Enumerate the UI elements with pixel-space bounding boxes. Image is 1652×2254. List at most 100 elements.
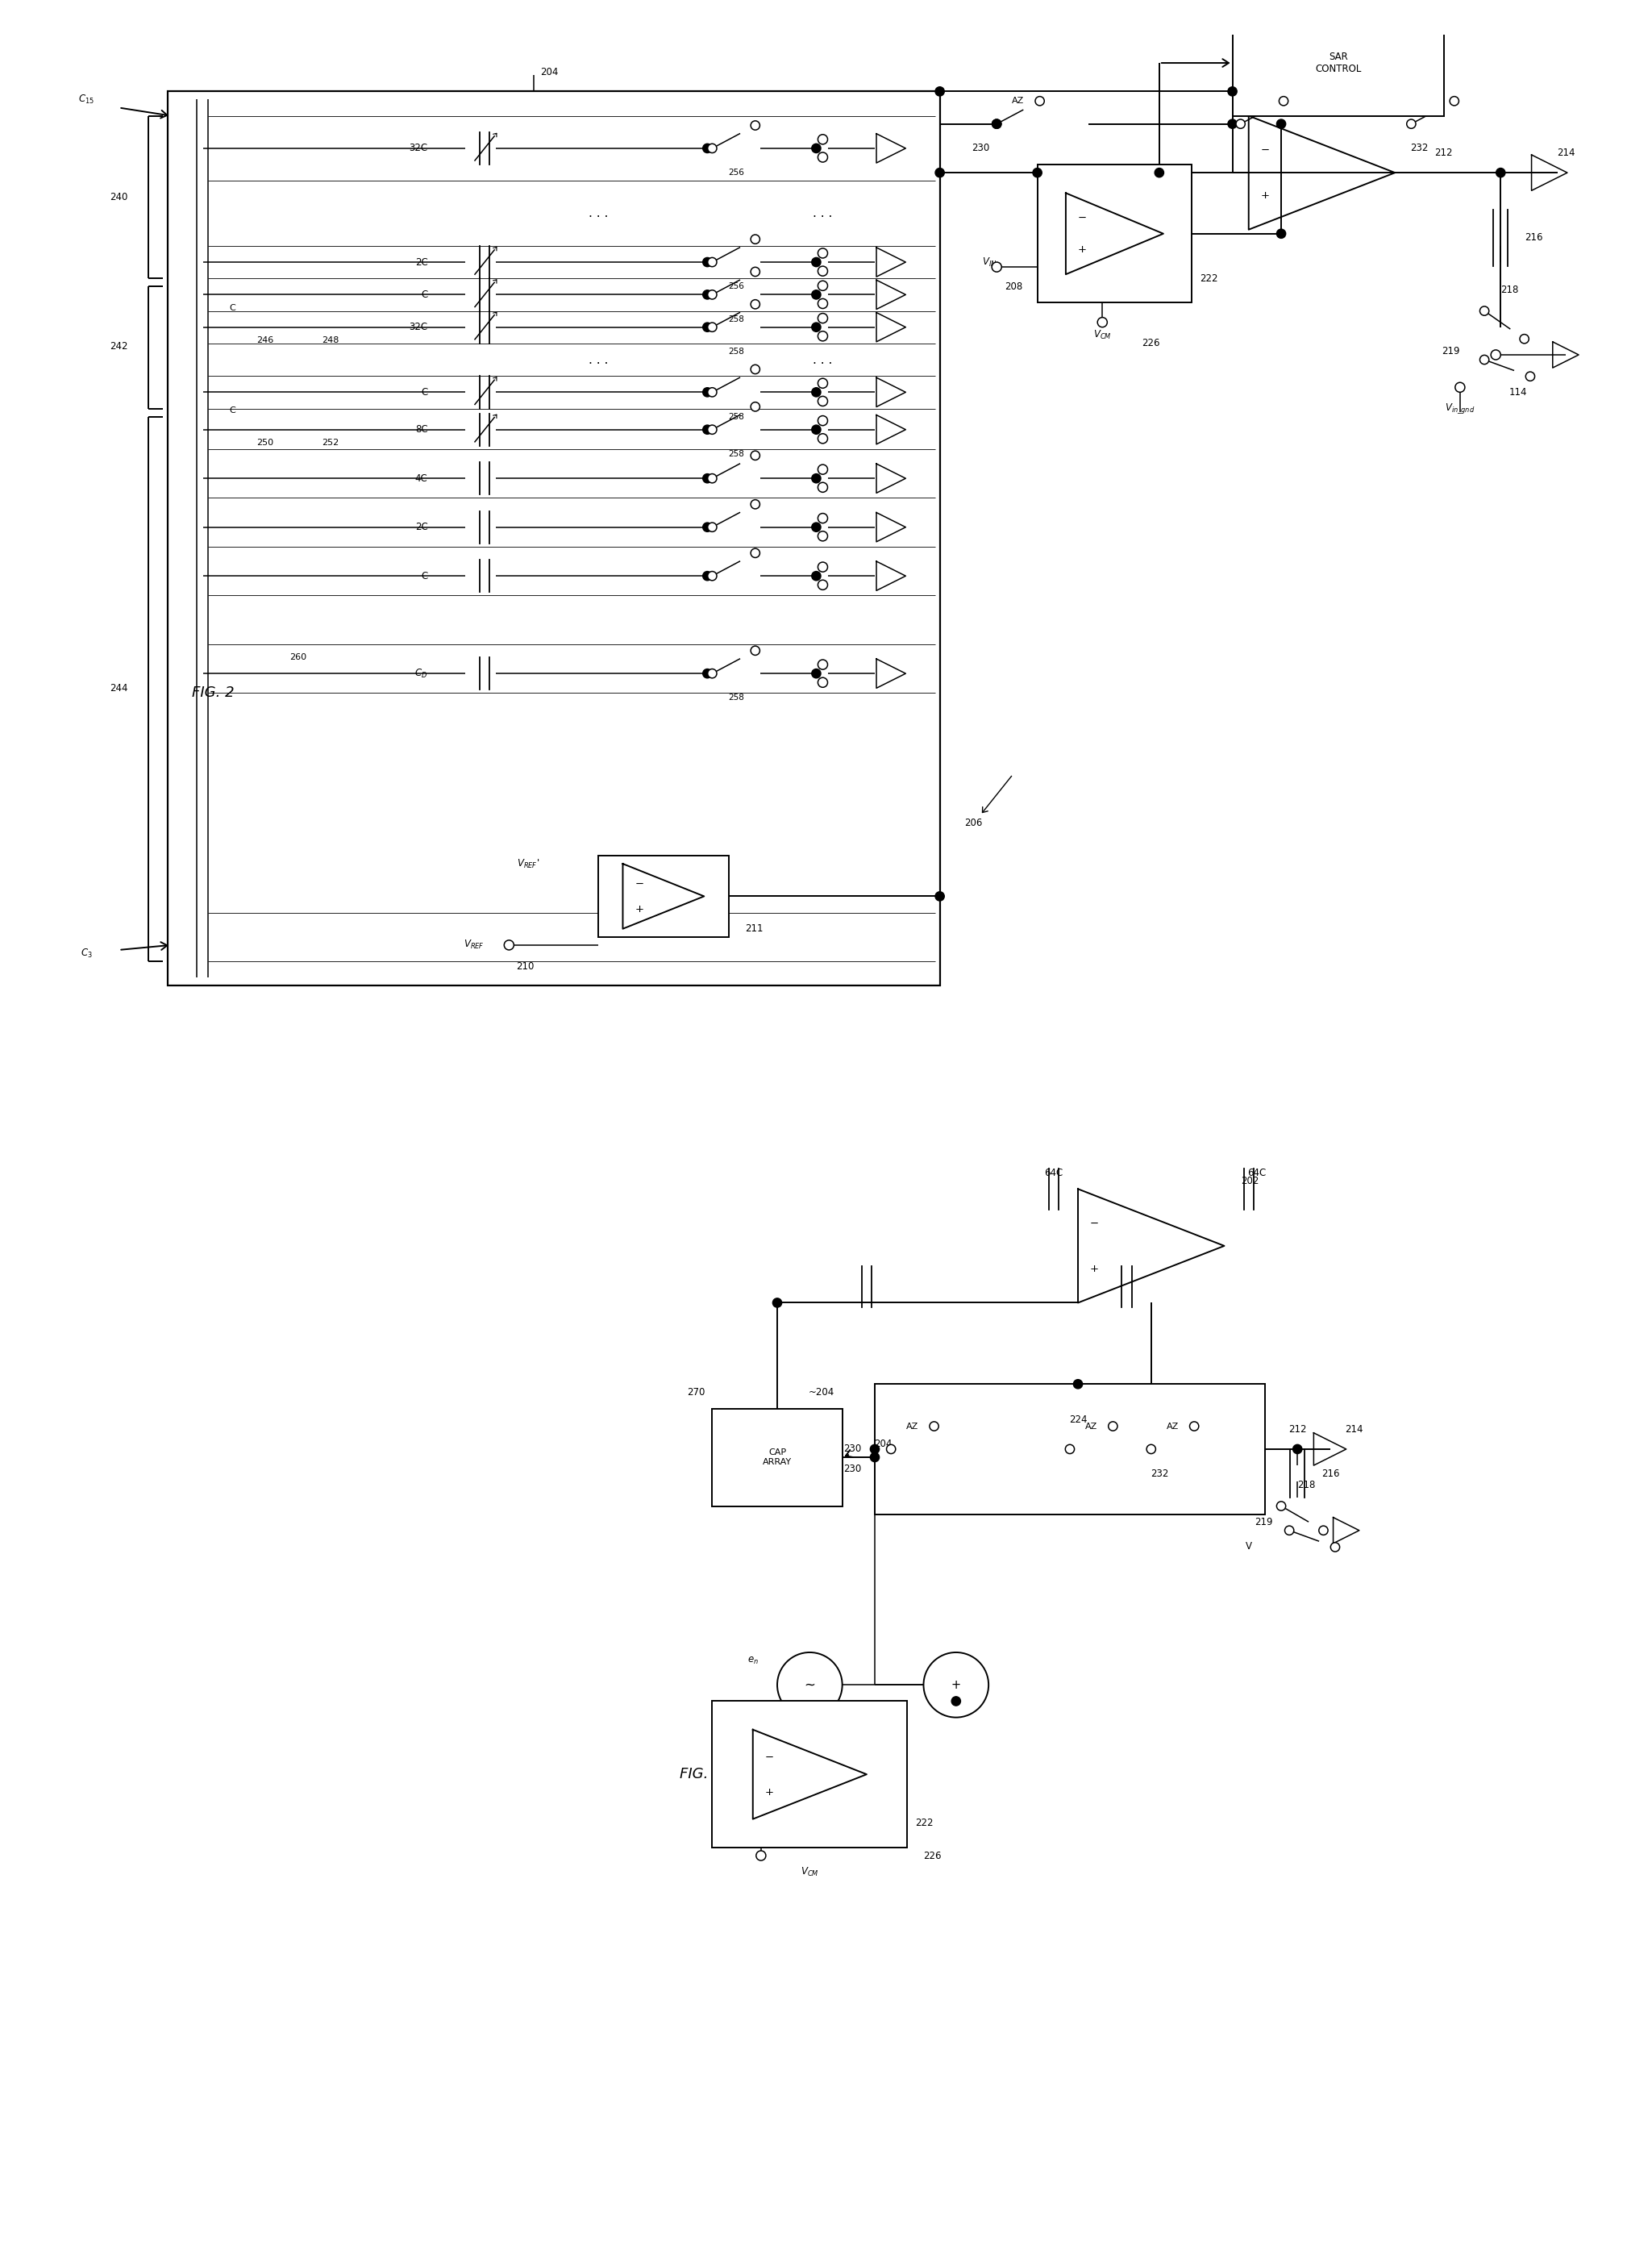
- Text: 210: 210: [515, 960, 534, 971]
- Circle shape: [1526, 372, 1535, 381]
- Text: 218: 218: [1297, 1479, 1315, 1490]
- Circle shape: [993, 119, 1001, 128]
- Text: 4C: 4C: [415, 473, 428, 485]
- Text: 212: 212: [1434, 149, 1452, 158]
- Circle shape: [757, 1851, 767, 1860]
- Text: 230: 230: [844, 1463, 862, 1474]
- Text: 222: 222: [915, 1819, 933, 1828]
- Text: 202: 202: [1241, 1177, 1259, 1186]
- Text: 226: 226: [1142, 338, 1160, 349]
- Text: $e_n$: $e_n$: [747, 1654, 758, 1666]
- Circle shape: [1279, 97, 1289, 106]
- Text: $+$: $+$: [1260, 189, 1270, 201]
- Text: 216: 216: [1525, 232, 1543, 243]
- Circle shape: [1330, 1542, 1340, 1551]
- Text: 258: 258: [729, 316, 745, 322]
- Text: 258: 258: [729, 694, 745, 701]
- Circle shape: [935, 169, 945, 178]
- Circle shape: [750, 500, 760, 509]
- Circle shape: [1277, 119, 1285, 128]
- Text: 250: 250: [256, 440, 274, 446]
- Circle shape: [1074, 1379, 1082, 1388]
- Text: 258: 258: [729, 412, 745, 421]
- Text: . . .: . . .: [813, 207, 833, 219]
- Circle shape: [1146, 1445, 1156, 1454]
- Text: 252: 252: [322, 440, 339, 446]
- Text: C: C: [421, 289, 428, 300]
- Text: V: V: [1246, 1542, 1252, 1553]
- Circle shape: [707, 257, 717, 266]
- Text: $-$: $-$: [1090, 1217, 1099, 1228]
- Circle shape: [1036, 97, 1044, 106]
- Circle shape: [811, 669, 821, 678]
- Text: 32C: 32C: [410, 322, 428, 331]
- Circle shape: [504, 940, 514, 949]
- Circle shape: [952, 1697, 960, 1706]
- Text: 240: 240: [109, 192, 127, 203]
- Text: 216: 216: [1322, 1467, 1340, 1479]
- Text: $-$: $-$: [1077, 212, 1087, 223]
- Circle shape: [1490, 349, 1500, 361]
- Circle shape: [818, 482, 828, 491]
- Bar: [598, 857, 729, 938]
- Circle shape: [1227, 119, 1237, 128]
- Circle shape: [702, 322, 712, 331]
- Circle shape: [811, 291, 821, 300]
- Circle shape: [1455, 383, 1465, 392]
- Text: $V_{CM}$: $V_{CM}$: [1094, 329, 1112, 340]
- Text: FIG. 2a: FIG. 2a: [679, 1767, 730, 1781]
- Text: 204: 204: [874, 1438, 892, 1449]
- Circle shape: [707, 523, 717, 532]
- Circle shape: [993, 119, 1001, 128]
- Text: 64C: 64C: [1044, 1168, 1062, 1179]
- Circle shape: [707, 388, 717, 397]
- Text: ~204: ~204: [808, 1386, 834, 1397]
- Circle shape: [1189, 1422, 1199, 1431]
- Circle shape: [811, 426, 821, 435]
- Circle shape: [811, 573, 821, 582]
- Circle shape: [887, 1445, 895, 1454]
- Text: 232: 232: [1150, 1467, 1168, 1479]
- Circle shape: [750, 647, 760, 656]
- Text: $-$: $-$: [765, 1751, 773, 1763]
- Text: 226: 226: [923, 1851, 942, 1862]
- Text: 258: 258: [729, 347, 745, 356]
- Text: ~: ~: [805, 1677, 816, 1693]
- Circle shape: [1277, 1501, 1285, 1510]
- Circle shape: [1318, 1526, 1328, 1535]
- Circle shape: [707, 322, 717, 331]
- Text: C: C: [421, 388, 428, 397]
- Bar: [712, 1409, 843, 1506]
- Circle shape: [702, 388, 712, 397]
- Text: $V_{REF}$: $V_{REF}$: [464, 940, 484, 951]
- Circle shape: [750, 300, 760, 309]
- Text: C: C: [421, 570, 428, 582]
- Circle shape: [750, 122, 760, 131]
- Circle shape: [707, 473, 717, 482]
- Circle shape: [707, 426, 717, 435]
- Bar: [876, 1384, 1265, 1515]
- Text: $+$: $+$: [952, 1679, 961, 1690]
- Circle shape: [818, 397, 828, 406]
- Circle shape: [1406, 119, 1416, 128]
- Text: $+$: $+$: [765, 1787, 773, 1796]
- Text: AZ: AZ: [1166, 1422, 1180, 1431]
- Text: AZ: AZ: [1013, 97, 1024, 106]
- Text: SAR
CONTROL: SAR CONTROL: [1315, 52, 1361, 74]
- Text: C: C: [230, 406, 236, 415]
- Circle shape: [818, 331, 828, 340]
- Circle shape: [818, 135, 828, 144]
- Text: $-$: $-$: [634, 879, 644, 888]
- Text: AZ: AZ: [1085, 1422, 1097, 1431]
- Text: $C_D$: $C_D$: [415, 667, 428, 681]
- Text: $C_3$: $C_3$: [81, 947, 93, 960]
- Circle shape: [702, 523, 712, 532]
- Text: 258: 258: [729, 451, 745, 458]
- Text: 64C: 64C: [1247, 1168, 1265, 1179]
- Text: $+$: $+$: [634, 904, 644, 915]
- Circle shape: [702, 473, 712, 482]
- Circle shape: [750, 268, 760, 277]
- Circle shape: [818, 282, 828, 291]
- Text: 218: 218: [1500, 284, 1518, 295]
- Circle shape: [818, 514, 828, 523]
